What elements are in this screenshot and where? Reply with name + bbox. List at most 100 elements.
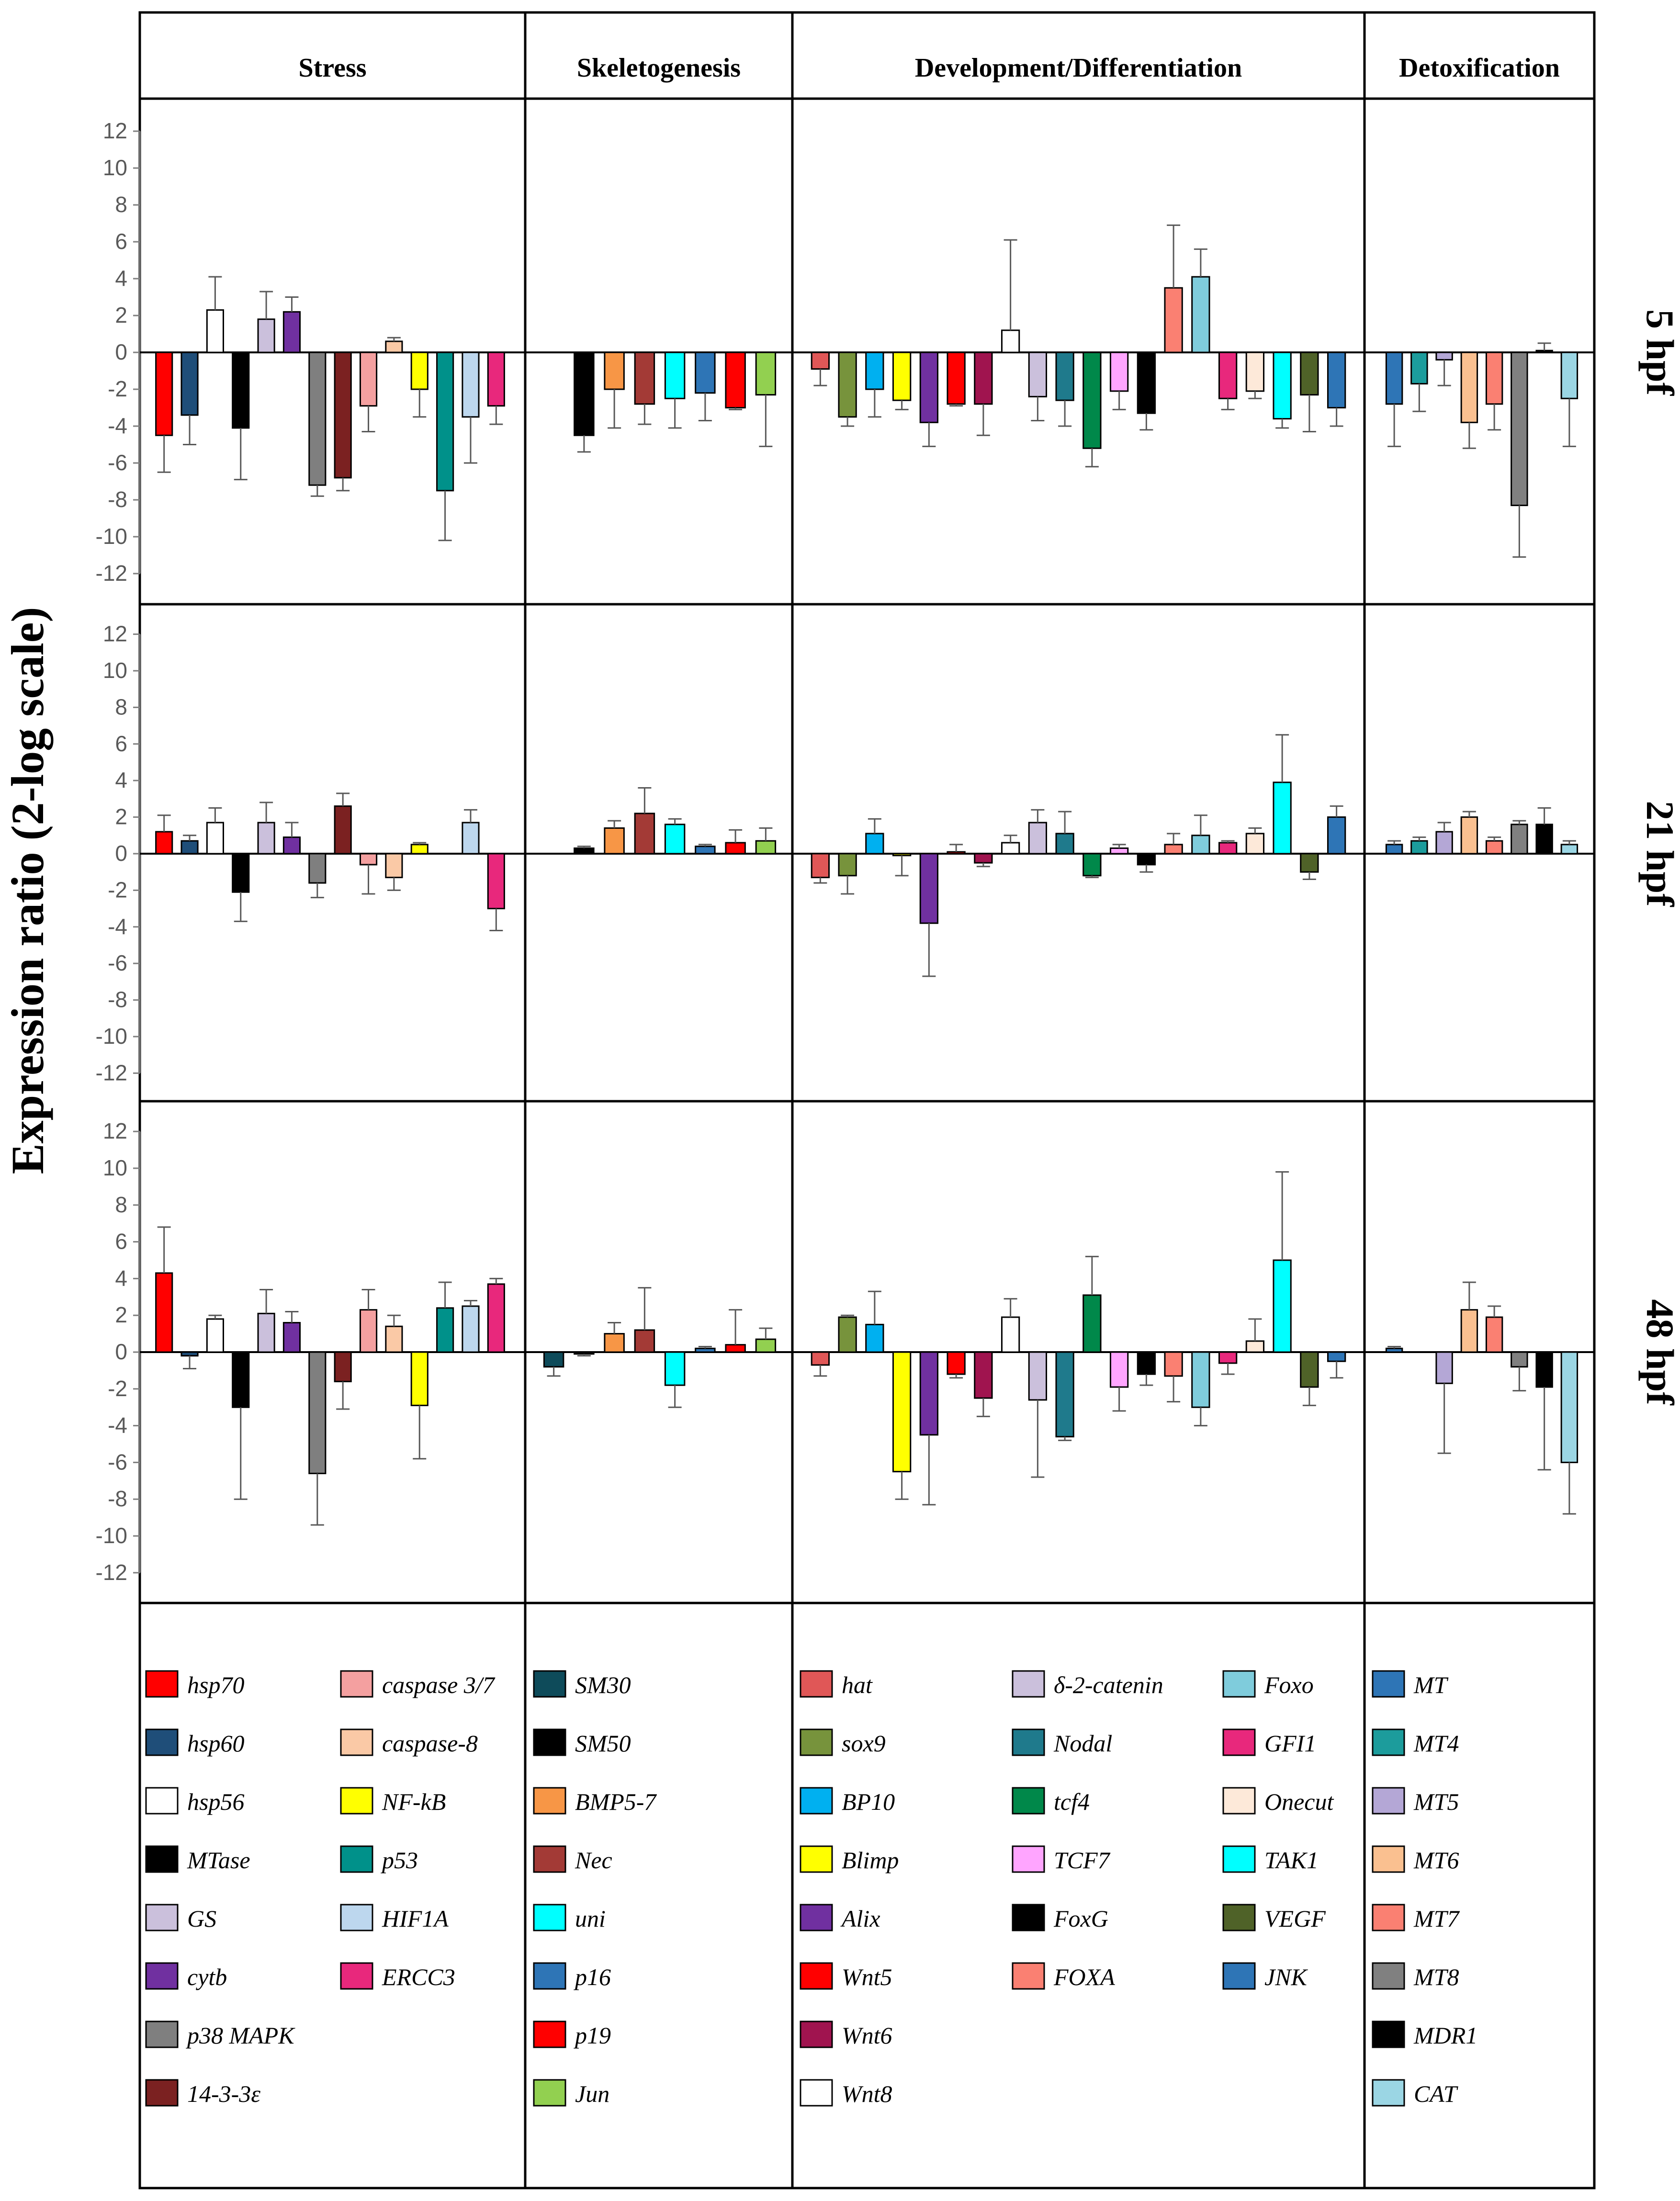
legend-label: hsp60 <box>187 1730 244 1757</box>
legend-swatch-stress-5 <box>145 1962 179 1990</box>
bar-dev-1-10 <box>1082 853 1102 877</box>
bar-detox-1-2 <box>1435 831 1453 855</box>
bar-detox-2-7 <box>1560 1351 1579 1463</box>
bar-dev-2-8 <box>1028 1351 1048 1401</box>
legend-label: BP10 <box>842 1788 895 1815</box>
legend-swatch-skel-4 <box>533 1904 566 1931</box>
bar-dev-2-15 <box>1218 1351 1238 1364</box>
legend-swatch-stress-7 <box>145 2079 179 2107</box>
legend-swatch-skel-0 <box>533 1670 566 1698</box>
legends: hsp70 hsp60 hsp56 MTase GS cytb p38 MAPK 14-3-3… <box>145 1670 1477 2107</box>
legend-swatch-dev-9 <box>1012 1728 1045 1756</box>
bar-skel-0-1 <box>574 351 595 436</box>
bar-stress-1-4 <box>257 822 275 855</box>
legend-label: SM30 <box>575 1671 631 1698</box>
legend-swatch-detox-7 <box>1372 2079 1405 2107</box>
legend-label: BMP5-7 <box>575 1788 657 1815</box>
bar-stress-2-2 <box>206 1318 224 1353</box>
bar-stress-0-6 <box>308 351 327 486</box>
bar-stress-2-0 <box>155 1272 173 1353</box>
legend-swatch-dev-2 <box>800 1787 833 1815</box>
legend-swatch-dev-16 <box>1222 1787 1256 1815</box>
legend-label: NF-kB <box>382 1788 446 1815</box>
bar-stress-0-3 <box>232 351 250 429</box>
bar-detox-1-7 <box>1560 844 1579 855</box>
legend-label: Nodal <box>1053 1730 1112 1757</box>
bar-dev-0-13 <box>1164 287 1183 353</box>
grid-frame <box>138 11 1596 2190</box>
y-tick-label: -8 <box>108 487 127 512</box>
legend-swatch-detox-3 <box>1372 1845 1405 1873</box>
legend-swatch-skel-3 <box>533 1845 566 1873</box>
bar-dev-2-19 <box>1327 1351 1346 1362</box>
bar-stress-0-4 <box>257 318 275 353</box>
legend-swatch-dev-5 <box>800 1962 833 1990</box>
y-tick-label: 2 <box>115 303 127 327</box>
bar-detox-1-5 <box>1511 824 1528 855</box>
bar-stress-0-9 <box>385 340 403 353</box>
bar-dev-0-0 <box>811 351 830 370</box>
legend-label: Wnt5 <box>842 1964 892 1990</box>
bar-dev-0-11 <box>1109 351 1129 392</box>
bar-stress-0-7 <box>334 351 352 479</box>
bar-dev-2-9 <box>1055 1351 1074 1438</box>
legend-label: p16 <box>574 1964 611 1990</box>
bar-detox-1-0 <box>1385 844 1403 855</box>
bar-detox-2-5 <box>1511 1351 1528 1368</box>
y-tick-label: 4 <box>115 768 127 792</box>
bar-stress-1-10 <box>410 844 428 855</box>
bar-dev-1-15 <box>1218 842 1238 855</box>
legend-swatch-dev-7 <box>800 2079 833 2107</box>
legend-swatch-stress-4 <box>145 1904 179 1931</box>
legend-swatch-dev-1 <box>800 1728 833 1756</box>
legend-label: FOXA <box>1053 1964 1115 1990</box>
bar-dev-0-16 <box>1245 351 1265 392</box>
legend-swatch-stress-0 <box>145 1670 179 1698</box>
bar-skel-0-7 <box>755 351 777 396</box>
y-tick-label: -6 <box>108 950 127 975</box>
legend-swatch-skel-2 <box>533 1787 566 1815</box>
legend-label: VEGF <box>1264 1905 1326 1932</box>
bars <box>155 224 1579 1526</box>
bar-stress-1-5 <box>282 836 301 855</box>
legend-swatch-dev-17 <box>1222 1845 1256 1873</box>
legend-swatch-stress-12 <box>340 1904 373 1931</box>
legend-swatch-stress-3 <box>145 1845 179 1873</box>
bar-dev-0-19 <box>1327 351 1346 408</box>
bar-detox-1-1 <box>1410 840 1428 855</box>
bar-dev-0-5 <box>947 351 966 405</box>
bar-dev-2-16 <box>1245 1340 1265 1353</box>
bar-dev-1-3 <box>892 853 912 857</box>
y-tick-label: -6 <box>108 450 127 475</box>
legend-label: MT4 <box>1413 1730 1459 1757</box>
y-tick-label: -2 <box>108 376 127 401</box>
bar-dev-1-0 <box>811 853 830 879</box>
legend-swatch-skel-6 <box>533 2020 566 2048</box>
bar-dev-2-1 <box>838 1316 857 1353</box>
bar-dev-0-12 <box>1137 351 1156 414</box>
bar-dev-2-4 <box>919 1351 939 1436</box>
bar-stress-2-5 <box>282 1322 301 1353</box>
y-tick-label: -8 <box>108 1486 127 1511</box>
y-tick-label: -12 <box>96 1060 127 1085</box>
legend-swatch-stress-11 <box>340 1845 373 1873</box>
y-tick-label: 0 <box>115 1339 127 1364</box>
bar-detox-1-4 <box>1485 840 1503 855</box>
legend-label: hat <box>842 1671 873 1698</box>
legend-label: SM50 <box>575 1730 631 1757</box>
legend-label: tcf4 <box>1054 1788 1090 1815</box>
legend-swatch-dev-15 <box>1222 1728 1256 1756</box>
bar-detox-0-3 <box>1460 351 1478 423</box>
bar-stress-1-1 <box>180 840 199 855</box>
y-tick-label: -6 <box>108 1449 127 1474</box>
legend-swatch-dev-13 <box>1012 1962 1045 1990</box>
legend-label: Blimp <box>842 1847 899 1874</box>
legend-label: MT8 <box>1413 1964 1459 1990</box>
bar-dev-2-18 <box>1300 1351 1319 1388</box>
bar-dev-0-14 <box>1191 276 1210 353</box>
bar-stress-0-5 <box>282 311 301 353</box>
bar-stress-0-13 <box>487 351 505 407</box>
legend-label: ERCC3 <box>382 1964 455 1990</box>
bar-detox-0-5 <box>1511 351 1528 507</box>
legend-label: JNK <box>1264 1964 1308 1990</box>
